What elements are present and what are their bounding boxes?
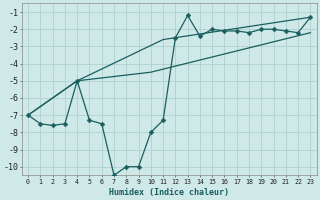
X-axis label: Humidex (Indice chaleur): Humidex (Indice chaleur) [109, 188, 229, 197]
